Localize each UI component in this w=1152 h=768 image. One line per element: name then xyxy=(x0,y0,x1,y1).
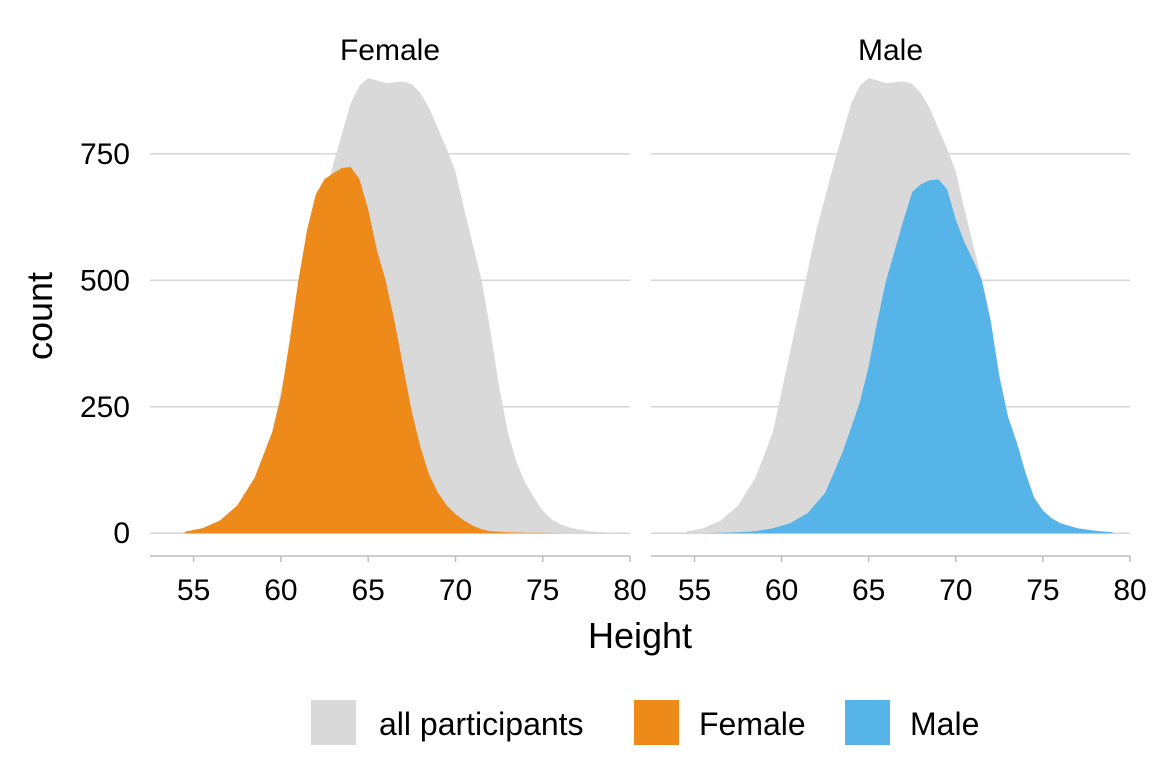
legend-swatch-all-participants xyxy=(311,700,356,745)
y-tick-label: 0 xyxy=(113,517,130,550)
y-tick-label: 250 xyxy=(80,391,130,424)
legend: all participants Female Male xyxy=(311,700,979,745)
y-tick-label: 750 xyxy=(80,138,130,171)
x-tick-label: 75 xyxy=(1026,574,1059,607)
x-tick-label: 75 xyxy=(526,574,559,607)
legend-label-male: Male xyxy=(910,706,979,742)
female-area xyxy=(184,167,613,534)
facet-panel-male: 55 60 65 70 75 80 Male xyxy=(651,34,1147,607)
x-tick-label: 55 xyxy=(678,574,711,607)
x-tick-label: 55 xyxy=(177,574,210,607)
facet-title-male: Male xyxy=(858,34,923,67)
x-tick-label: 80 xyxy=(1113,574,1146,607)
x-tick-label: 70 xyxy=(939,574,972,607)
x-tick-label: 65 xyxy=(352,574,385,607)
legend-swatch-female xyxy=(634,700,679,745)
facet-title-female: Female xyxy=(340,34,440,67)
x-tick-label: 60 xyxy=(765,574,798,607)
facet-panel-female: 55 60 65 70 75 80 Female xyxy=(150,34,647,607)
x-axis-title: Height xyxy=(588,615,692,656)
x-tick-label: 60 xyxy=(264,574,297,607)
y-axis-title: count xyxy=(19,272,60,360)
legend-label-female: Female xyxy=(699,706,806,742)
legend-swatch-male xyxy=(845,700,890,745)
male-area xyxy=(685,179,1113,534)
y-tick-label: 500 xyxy=(80,264,130,297)
x-tick-label: 65 xyxy=(852,574,885,607)
x-tick-label: 70 xyxy=(439,574,472,607)
x-tick-label: 80 xyxy=(613,574,646,607)
legend-label-all-participants: all participants xyxy=(379,706,584,742)
